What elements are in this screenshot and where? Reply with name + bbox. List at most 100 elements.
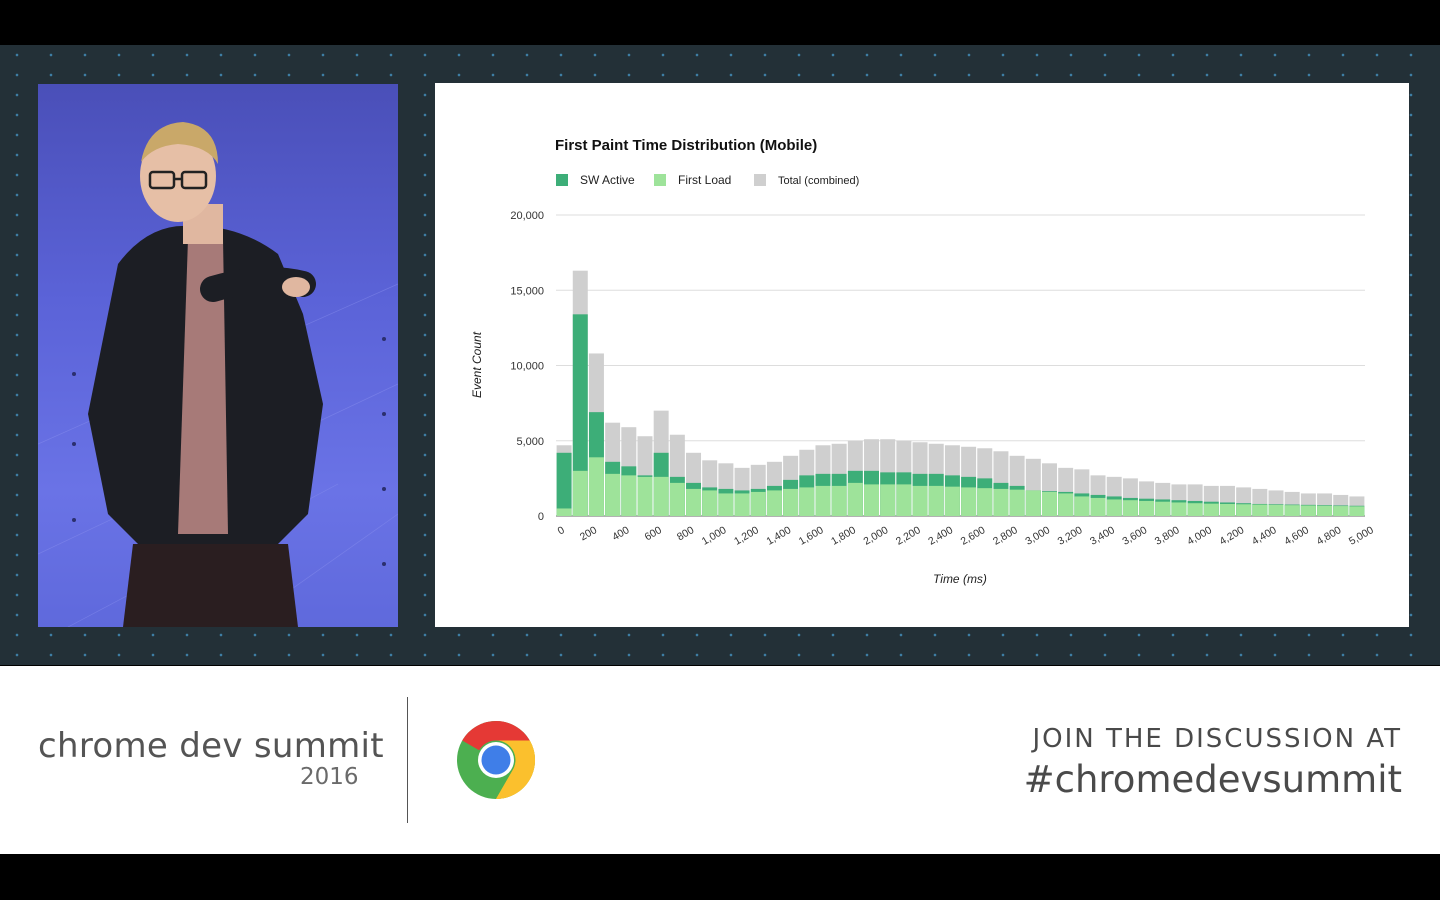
y-tick-label: 5,000 (516, 436, 544, 448)
x-tick-label: 400 (610, 524, 631, 543)
bar-first-load (1058, 493, 1074, 516)
x-tick-label: 2,400 (926, 524, 955, 548)
x-tick-label: 4,200 (1217, 524, 1246, 548)
bar-first-load (831, 485, 847, 516)
y-tick-label: 10,000 (510, 361, 544, 373)
x-tick-label: 4,800 (1315, 524, 1344, 548)
x-tick-label: 2,600 (959, 524, 988, 548)
bar-first-load (1042, 491, 1057, 516)
bar-first-load (1025, 490, 1041, 516)
bar-first-load (993, 488, 1009, 516)
x-tick-label: 1,400 (764, 524, 793, 548)
x-tick-label: 2,200 (894, 524, 923, 548)
bar-first-load (1009, 489, 1025, 516)
speaker-video (38, 84, 398, 627)
x-tick-label: 4,600 (1282, 524, 1311, 548)
x-tick-label: 800 (675, 524, 696, 543)
chart-title: First Paint Time Distribution (Mobile) (555, 137, 817, 154)
x-tick-label: 2,000 (862, 524, 891, 548)
bar-first-load (605, 473, 621, 516)
x-tick-label: 3,400 (1088, 524, 1117, 548)
bar-first-load (912, 485, 928, 516)
bar-first-load (783, 488, 799, 516)
x-tick-label: 1,200 (732, 524, 761, 548)
bar-first-load (1074, 496, 1090, 516)
bar-first-load (1155, 501, 1171, 516)
x-tick-label: 3,000 (1023, 524, 1052, 548)
bar-first-load (556, 508, 572, 516)
bar-first-load (1139, 500, 1155, 516)
bar-first-load (1284, 505, 1300, 516)
bar-first-load (1122, 500, 1138, 516)
bar-first-load (702, 490, 718, 516)
x-tick-label: 200 (578, 524, 599, 543)
bar-first-load (1317, 505, 1333, 516)
bar-sw-active (556, 452, 572, 516)
speaker-figure (38, 122, 398, 627)
bar-first-load (653, 476, 669, 516)
x-tick-label: 3,200 (1056, 524, 1085, 548)
bar-first-load (572, 470, 588, 516)
bar-first-load (766, 490, 782, 516)
bar-first-load (718, 493, 734, 516)
join-discussion-text: JOIN THE DISCUSSION AT (1032, 724, 1402, 754)
bar-first-load (734, 493, 750, 516)
hashtag-text: #chromedevsummit (1023, 758, 1402, 801)
bar-first-load (1219, 503, 1235, 516)
chart-bars (556, 270, 1365, 516)
bar-first-load (1203, 503, 1219, 516)
bar-first-load (864, 484, 879, 516)
footer-divider (407, 697, 408, 823)
x-tick-label: 5,000 (1347, 524, 1376, 548)
x-tick-label: 1,000 (700, 524, 729, 548)
x-tick-label: 3,600 (1120, 524, 1149, 548)
chrome-logo-icon (457, 721, 536, 799)
bar-first-load (750, 491, 766, 516)
bar-first-load (799, 487, 815, 516)
x-tick-label: 0 (556, 524, 567, 537)
bar-first-load (1090, 497, 1106, 516)
brand-year: 2016 (300, 764, 359, 790)
bar-first-load (880, 484, 896, 516)
bar-first-load (961, 487, 977, 516)
legend-swatch (754, 174, 766, 186)
bar-first-load (815, 485, 831, 516)
bar-first-load (1171, 502, 1187, 516)
footer-bar (0, 666, 1440, 854)
bar-first-load (621, 475, 637, 516)
x-tick-label: 4,000 (1185, 524, 1214, 548)
brand-name: chrome dev summit (38, 726, 384, 766)
bar-first-load (1106, 499, 1122, 516)
bar-first-load (686, 488, 702, 516)
x-axis-ticks: 0 200 400 600 800 1,000 1,200 1,400 1,600 1,800 2,… (556, 524, 1376, 548)
bar-first-load (637, 476, 653, 516)
bar-first-load (669, 482, 685, 516)
bar-first-load (1300, 505, 1316, 516)
legend-label: SW Active (580, 173, 635, 187)
x-tick-label: 600 (643, 524, 664, 543)
bar-first-load (1333, 506, 1349, 516)
bar-first-load (1236, 504, 1252, 516)
legend-label: First Load (678, 173, 731, 187)
legend-label: Total (combined) (778, 175, 859, 187)
bar-first-load (847, 482, 863, 516)
x-tick-label: 3,800 (1153, 524, 1182, 548)
x-tick-label: 4,400 (1250, 524, 1279, 548)
x-tick-label: 2,800 (991, 524, 1020, 548)
bar-first-load (588, 457, 604, 516)
x-tick-label: 1,600 (797, 524, 826, 548)
y-axis-ticks: 0 5,000 10,000 15,000 20,000 (510, 210, 544, 523)
x-tick-label: 1,800 (829, 524, 858, 548)
bar-first-load (1349, 506, 1365, 516)
bar-sw-active (572, 314, 588, 516)
y-tick-label: 15,000 (510, 285, 544, 297)
bar-first-load (1268, 504, 1284, 516)
chart-legend: SW Active First Load Total (combined) (556, 173, 859, 187)
legend-swatch (556, 174, 568, 186)
y-axis-label: Event Count (470, 331, 484, 398)
bar-first-load (928, 485, 944, 516)
bar-first-load (896, 484, 912, 516)
y-tick-label: 20,000 (510, 210, 544, 222)
legend-swatch (654, 174, 666, 186)
